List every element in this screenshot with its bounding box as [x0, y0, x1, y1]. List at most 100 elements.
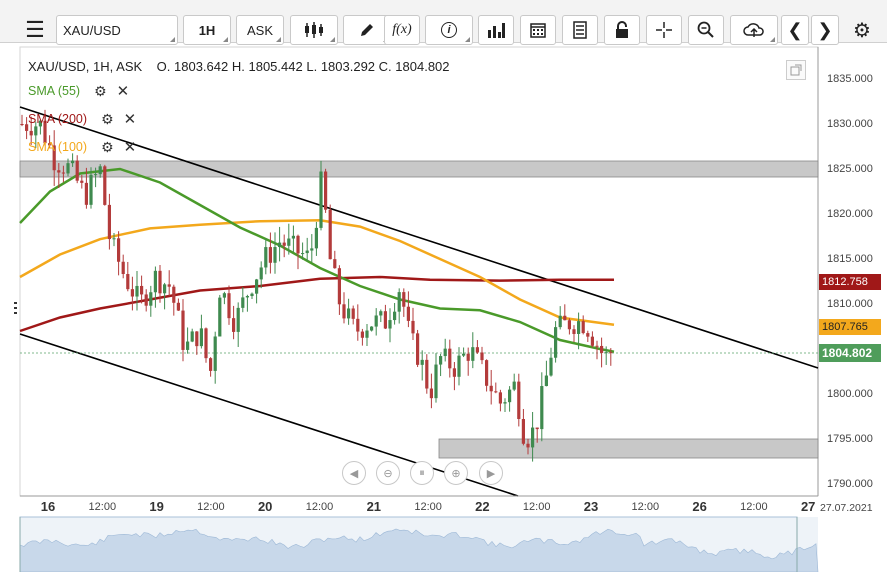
hamburger-icon: ☰ — [25, 17, 45, 42]
crosshair-button[interactable] — [646, 15, 682, 45]
candle-body — [590, 336, 594, 346]
close-icon[interactable]: ✕ — [116, 83, 130, 100]
indicators-button[interactable]: f(x) — [384, 15, 420, 45]
candle-body — [199, 328, 203, 347]
candle-body — [140, 285, 144, 295]
candle-body — [328, 209, 332, 260]
candle-body — [356, 318, 360, 332]
scroll-right-button[interactable]: ❯ — [811, 15, 839, 45]
candle-body — [144, 294, 148, 306]
candle-body — [153, 270, 157, 293]
volume-button[interactable] — [478, 15, 514, 45]
popout-button[interactable] — [786, 60, 806, 80]
indicator-sma100-name: SMA (100) — [28, 140, 88, 154]
candle-body — [351, 308, 355, 319]
x-axis-label: 22 — [475, 499, 490, 514]
gear-icon: ⚙ — [853, 19, 871, 42]
x-axis-label: 23 — [583, 499, 599, 514]
info-button[interactable]: i — [425, 15, 473, 45]
indicator-sma55: SMA (55) ⚙ ✕ — [28, 82, 130, 101]
candle-body — [66, 163, 70, 174]
candle-body — [190, 331, 194, 342]
candle-body — [402, 292, 406, 307]
candle-body — [255, 279, 259, 294]
candle-body — [420, 359, 424, 365]
candle-body — [268, 247, 272, 263]
candlesticks — [20, 109, 613, 462]
candle-body — [130, 289, 134, 297]
pan-left-button[interactable]: ◀ — [342, 461, 366, 485]
news-button[interactable] — [562, 15, 598, 45]
channel-upper-line — [19, 106, 819, 369]
timeframe-selector[interactable]: 1H — [183, 15, 231, 45]
candle-body — [439, 356, 443, 365]
reset-icon: ⏸ — [419, 466, 425, 479]
calendar-icon — [530, 23, 546, 38]
y-axis-label: 1815.000 — [827, 253, 873, 265]
crosshair-icon — [656, 22, 672, 38]
candle-body — [485, 360, 489, 386]
indicator-sma200: SMA (200) ⚙ ✕ — [28, 110, 137, 129]
ohlc-header: XAU/USD, 1H, ASK O. 1803.642 H. 1805.442… — [28, 59, 450, 74]
gear-icon[interactable]: ⚙ — [94, 82, 107, 99]
gear-icon[interactable]: ⚙ — [101, 138, 114, 155]
candle-body — [489, 385, 493, 392]
candle-body — [581, 321, 585, 334]
gear-icon[interactable]: ⚙ — [101, 110, 114, 127]
x-axis-label: 26 — [692, 499, 707, 514]
y-axis-label: 1835.000 — [827, 73, 873, 85]
candle-body — [411, 320, 415, 334]
drawing-tools-button[interactable] — [343, 15, 391, 45]
header-side: ASK — [116, 59, 143, 74]
document-icon — [573, 21, 587, 39]
bar-chart-icon — [488, 23, 505, 38]
sma55-line — [19, 167, 615, 353]
settings-button[interactable]: ⚙ — [848, 15, 876, 45]
candle-body — [291, 235, 295, 239]
reset-zoom-button[interactable]: ⏸ — [410, 461, 434, 485]
candle-body — [337, 268, 341, 305]
symbol-selector-value: XAU/USD — [63, 22, 121, 38]
candle-body — [94, 174, 98, 176]
cloud-upload-icon — [743, 23, 764, 37]
symbol-selector[interactable]: XAU/USD — [56, 15, 178, 45]
price-side-selector[interactable]: ASK — [236, 15, 284, 45]
candle-body — [397, 292, 401, 312]
pan-right-button[interactable]: ▶ — [479, 461, 503, 485]
high-label: H. — [231, 59, 245, 74]
candle-body — [471, 347, 475, 361]
menu-button[interactable]: ☰ — [18, 15, 52, 45]
lock-button[interactable] — [604, 15, 640, 45]
open-value: 1803.642 — [174, 59, 229, 74]
zoom-out-button[interactable]: ⊖ — [376, 461, 400, 485]
close-icon[interactable]: ✕ — [123, 139, 137, 156]
candle-body — [135, 285, 139, 297]
zoom-in-button[interactable]: ⊕ — [444, 461, 468, 485]
scroll-left-button[interactable]: ❮ — [781, 15, 809, 45]
chart-type-button[interactable] — [290, 15, 338, 45]
y-axis-label: 1800.000 — [827, 388, 873, 400]
zoom-button[interactable] — [688, 15, 724, 45]
candle-body — [342, 304, 346, 319]
candle-body — [314, 227, 318, 249]
indicator-sma55-name: SMA (55) — [28, 84, 81, 98]
candle-body — [508, 389, 512, 403]
candle-body — [209, 358, 213, 371]
x-axis-label: 12:00 — [631, 501, 660, 513]
cloud-save-button[interactable] — [730, 15, 778, 45]
magnifier-icon — [697, 21, 714, 38]
candle-body — [535, 427, 539, 430]
candle-body — [20, 124, 24, 125]
candle-body — [52, 145, 56, 171]
calendar-button[interactable] — [520, 15, 556, 45]
close-icon[interactable]: ✕ — [123, 111, 137, 128]
panel-resize-handle[interactable] — [14, 302, 17, 316]
candle-body — [388, 320, 392, 329]
x-axis-label: 20 — [257, 499, 273, 514]
candle-body — [365, 330, 369, 338]
candle-body — [121, 261, 125, 275]
candle-body — [540, 386, 544, 430]
zoom-out-icon: ⊖ — [383, 467, 393, 480]
last-price-tag: 1804.802 — [819, 344, 881, 362]
